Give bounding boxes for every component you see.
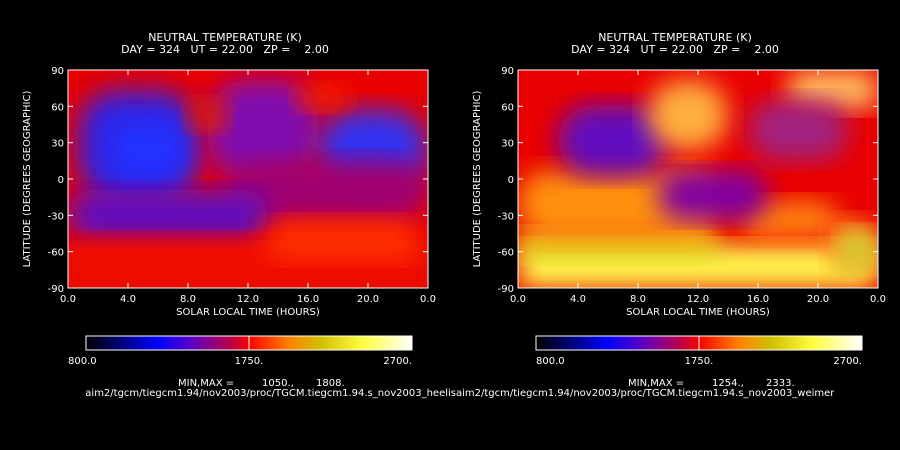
y-tick-label: 60 (501, 102, 514, 113)
chart-title: NEUTRAL TEMPERATURE (K) (148, 31, 302, 44)
max-value: 2333. (766, 378, 795, 389)
y-tick-label: -90 (48, 284, 64, 295)
source-path-right: aim2/tgcm/tiegcm1.94/nov2003/proc/TGCM.t… (456, 388, 835, 399)
x-tick-label: 8.0 (630, 294, 646, 305)
x-axis-label: SOLAR LOCAL TIME (HOURS) (176, 307, 320, 318)
colorbar-label: 800.0 (68, 356, 97, 367)
x-tick-label: 12.0 (687, 294, 709, 305)
y-tick-label: 30 (51, 139, 64, 150)
chart-subtitle: DAY = 324 UT = 22.00 ZP = 2.00 (121, 43, 329, 56)
x-tick-label: 0.0 (510, 294, 526, 305)
x-axis-label: SOLAR LOCAL TIME (HOURS) (626, 307, 770, 318)
colorbar-label: 1750. (685, 356, 714, 367)
min-max-label: MIN,MAX = (628, 378, 684, 389)
y-tick-label: 30 (501, 139, 514, 150)
colorbar-label: 2700. (833, 356, 862, 367)
min-value: 1050., (262, 378, 294, 389)
x-tick-label: 8.0 (180, 294, 196, 305)
colorbar-label: 800.0 (536, 356, 565, 367)
x-tick-label: 20.0 (357, 294, 379, 305)
heatmap-field (518, 70, 878, 288)
y-axis-label: LATITUDE (DEGREES GEOGRAPHIC) (472, 91, 483, 268)
x-tick-label: 0.0 (870, 294, 886, 305)
x-tick-label: 4.0 (120, 294, 136, 305)
x-tick-label: 20.0 (807, 294, 829, 305)
x-tick-label: 0.0 (420, 294, 436, 305)
max-value: 1808. (316, 378, 345, 389)
y-tick-label: 90 (51, 66, 64, 77)
y-tick-label: 60 (51, 102, 64, 113)
y-tick-label: 0 (508, 175, 514, 186)
y-axis-label: LATITUDE (DEGREES GEOGRAPHIC) (22, 91, 33, 268)
chart-subtitle: DAY = 324 UT = 22.00 ZP = 2.00 (571, 43, 779, 56)
y-tick-label: 0 (58, 175, 64, 186)
source-path-left: aim2/tgcm/tiegcm1.94/nov2003/proc/TGCM.t… (85, 388, 456, 399)
y-tick-label: -90 (498, 284, 514, 295)
min-value: 1254., (712, 378, 744, 389)
x-tick-label: 4.0 (570, 294, 586, 305)
colorbar-label: 1750. (235, 356, 264, 367)
x-tick-label: 16.0 (297, 294, 319, 305)
y-tick-label: -60 (498, 248, 514, 259)
min-max-label: MIN,MAX = (178, 378, 234, 389)
colorbar-label: 2700. (383, 356, 412, 367)
y-tick-label: -30 (48, 211, 64, 222)
x-tick-label: 0.0 (60, 294, 76, 305)
heatmap-field (68, 70, 428, 288)
chart-title: NEUTRAL TEMPERATURE (K) (598, 31, 752, 44)
y-tick-label: 90 (501, 66, 514, 77)
y-tick-label: -30 (498, 211, 514, 222)
right-panel: NEUTRAL TEMPERATURE (K) DAY = 324 UT = 2… (450, 0, 900, 450)
left-panel: NEUTRAL TEMPERATURE (K) DAY = 324 UT = 2… (22, 31, 436, 390)
y-tick-label: -60 (48, 248, 64, 259)
x-tick-label: 16.0 (747, 294, 769, 305)
x-tick-label: 12.0 (237, 294, 259, 305)
